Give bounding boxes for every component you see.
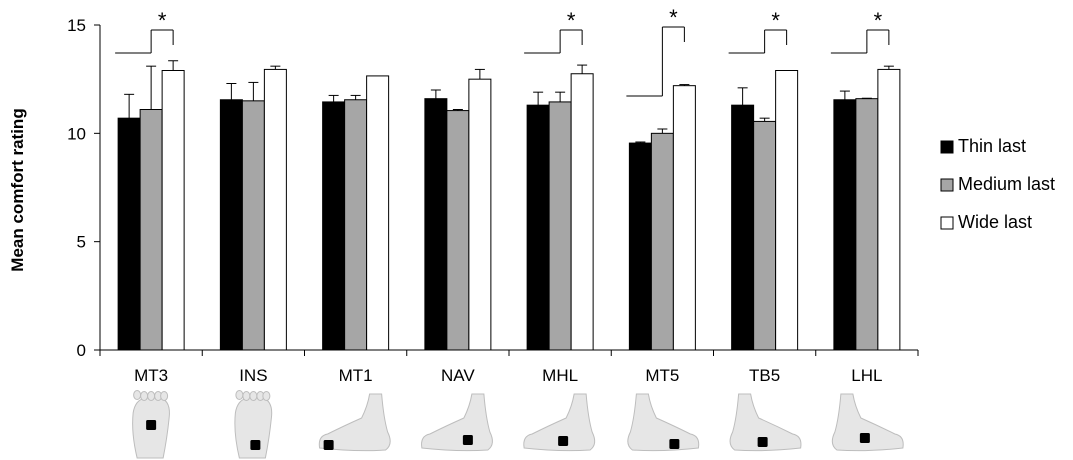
category-label: MT5 (645, 366, 679, 385)
toe-shape (242, 391, 251, 401)
bar-mt1-0 (322, 101, 346, 351)
foot-side-shape (627, 393, 700, 452)
legend-label: Thin last (958, 136, 1026, 156)
bar-mt1-1 (344, 99, 368, 351)
foot-side-shape (523, 393, 596, 452)
sensor-marker (558, 436, 569, 446)
foot-icons (132, 390, 904, 459)
toe-shape (133, 390, 142, 400)
category-label: LHL (851, 366, 882, 385)
foot-side-shape (729, 393, 802, 452)
legend-swatch (940, 216, 954, 230)
bar-tb5-0 (731, 104, 755, 351)
bar-mhl-1 (548, 101, 572, 351)
bar-mt5-2 (672, 85, 696, 351)
foot-medial-view-icon (523, 393, 596, 452)
foot-plantar-view-icon (132, 390, 170, 459)
foot-outline (421, 393, 493, 452)
significance-star: * (771, 8, 780, 33)
legend-label: Wide last (958, 212, 1032, 232)
bar-mt3-0 (117, 117, 141, 351)
significance-star: * (567, 8, 576, 33)
y-tick-label: 10 (67, 124, 86, 143)
foot-lateral-view-icon (729, 393, 802, 452)
toe-shape (262, 391, 271, 401)
sensor-marker (669, 439, 680, 449)
y-axis: 0 5 10 15 (67, 16, 101, 360)
category-labels: MT3 INS MT1 NAV MHL MT5 TB5 LHL (134, 366, 882, 385)
foot-lateral-view-icon (627, 393, 700, 452)
bar-nav-1 (446, 110, 470, 351)
category-label: TB5 (749, 366, 780, 385)
foot-outline (831, 393, 904, 452)
significance-brackets: * * * * * (115, 5, 890, 97)
bar-mt3-2 (161, 70, 185, 351)
bar-mhl-0 (526, 104, 550, 351)
sensor-marker (146, 420, 157, 430)
sensor-marker (323, 440, 334, 450)
y-tick-label: 15 (67, 16, 86, 35)
foot-side-shape (421, 393, 493, 452)
toe-shape (140, 391, 149, 401)
legend-label: Medium last (958, 174, 1055, 194)
bar-ins-2 (263, 68, 287, 351)
y-tick-label: 5 (77, 233, 86, 252)
category-label: MT3 (134, 366, 168, 385)
bar-mt3-1 (139, 109, 163, 351)
category-label: INS (239, 366, 267, 385)
bar-mt5-1 (650, 132, 674, 351)
legend: Thin last Medium last Wide last (940, 136, 1055, 232)
bar-tb5-1 (753, 120, 777, 351)
x-axis (99, 349, 919, 356)
toe-shape (147, 391, 156, 401)
significance-star: * (669, 5, 678, 30)
category-label: NAV (441, 366, 475, 385)
category-label: MHL (542, 366, 578, 385)
bar-nav-0 (424, 98, 448, 351)
significance-star: * (158, 8, 167, 33)
bar-lhl-2 (877, 68, 901, 351)
sensor-marker (250, 440, 261, 450)
y-tick-label: 0 (77, 341, 86, 360)
legend-swatch (940, 140, 954, 154)
toe-shape (160, 391, 169, 401)
y-axis-label: Mean comfort rating (8, 108, 27, 271)
error-bars (124, 60, 894, 144)
bar-mt5-0 (628, 142, 652, 351)
foot-side-shape (318, 393, 391, 452)
sensor-marker (757, 437, 768, 447)
bar-nav-2 (468, 78, 492, 351)
foot-outline (318, 393, 391, 452)
toe-shape (249, 391, 258, 401)
bar-mt1-2 (366, 75, 390, 351)
bar-ins-1 (241, 100, 265, 351)
foot-side-shape (831, 393, 904, 452)
sensor-marker (462, 435, 473, 445)
bar-ins-0 (219, 99, 243, 351)
bar-lhl-0 (833, 99, 857, 351)
foot-medial-view-icon (421, 393, 493, 452)
foot-plantar-view-icon (234, 390, 273, 459)
foot-outline (523, 393, 596, 452)
significance-star: * (874, 8, 883, 33)
bar-mhl-2 (570, 73, 594, 351)
foot-lateral-view-icon (831, 393, 904, 452)
foot-outline (627, 393, 700, 452)
bar-lhl-1 (855, 98, 879, 351)
foot-outline (729, 393, 802, 452)
bar-tb5-2 (775, 70, 799, 351)
category-label: MT1 (339, 366, 373, 385)
sensor-marker (859, 433, 870, 443)
legend-swatch (940, 178, 954, 192)
foot-medial-view-icon (318, 393, 391, 452)
toe-shape (235, 390, 244, 400)
bars (117, 68, 901, 351)
